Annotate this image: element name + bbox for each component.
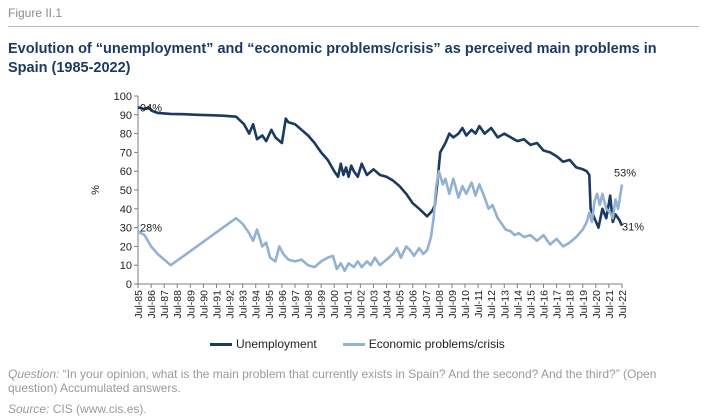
source-text: CIS (www.cis.es). [49, 402, 147, 416]
y-tick-label: 100 [114, 91, 132, 103]
series-line-unemployment [137, 106, 624, 229]
data-label: 28% [140, 222, 162, 234]
x-tick-label: Jul-15 [525, 290, 537, 319]
x-tick-label: Jul-18 [565, 290, 577, 319]
legend-label-unemployment: Unemployment [236, 337, 317, 351]
x-tick-label: Jul-99 [316, 290, 328, 319]
x-tick-label: Jul-92 [225, 290, 237, 319]
legend-label-economic: Economic problems/crisis [368, 337, 505, 351]
x-tick-label: Jul-21 [604, 290, 616, 319]
data-label: 31% [622, 222, 644, 234]
x-tick-label: Jul-07 [421, 290, 433, 319]
x-tick-label: Jul-97 [290, 290, 302, 319]
x-tick-label: Jul-86 [146, 290, 158, 319]
x-tick-label: Jul-17 [552, 290, 564, 319]
y-tick-label: 50 [120, 185, 132, 197]
x-tick-label: Jul-85 [133, 290, 145, 319]
y-tick-label: 70 [120, 147, 132, 159]
header-divider [8, 26, 699, 27]
figure-label: Figure II.1 [8, 6, 63, 20]
y-tick-label: 0 [126, 279, 132, 291]
x-tick-label: Jul-11 [473, 290, 485, 318]
chart-title: Evolution of “unemployment” and “economi… [8, 41, 657, 76]
y-tick-label: 10 [120, 260, 132, 272]
question-label: Question: [8, 367, 60, 381]
data-label: 53% [614, 167, 636, 179]
x-tick-label: Jul-98 [303, 290, 315, 319]
x-tick-label: Jul-01 [342, 290, 354, 319]
x-tick-label: Jul-09 [447, 290, 459, 319]
x-tick-label: Jul-04 [382, 290, 394, 319]
y-tick-label: 30 [120, 223, 132, 235]
x-tick-label: Jul-13 [499, 290, 511, 319]
legend: Unemployment Economic problems/crisis [210, 337, 531, 351]
legend-item-economic: Economic problems/crisis [342, 337, 505, 351]
x-tick-label: Jul-94 [251, 290, 263, 319]
x-tick-label: Jul-19 [578, 290, 590, 319]
series-line-economic [137, 169, 624, 273]
legend-swatch-economic [342, 342, 365, 346]
x-tick-label: Jul-87 [159, 290, 171, 319]
y-tick-label: 20 [120, 241, 132, 253]
x-tick-label: Jul-02 [355, 290, 367, 319]
x-tick-label: Jul-05 [395, 290, 407, 319]
source-label: Source: [8, 402, 50, 416]
y-tick-label: 90 [120, 110, 132, 122]
x-tick-label: Jul-93 [238, 290, 250, 319]
y-tick-label: 80 [120, 129, 132, 141]
x-tick-label: Jul-88 [172, 290, 184, 319]
x-tick-label: Jul-90 [198, 290, 210, 319]
y-tick-label: 40 [120, 204, 132, 216]
x-tick-label: Jul-10 [460, 290, 472, 319]
y-tick-label: 60 [120, 166, 132, 178]
question-text: “In your opinion, what is the main probl… [8, 367, 657, 395]
x-tick-label: Jul-14 [512, 290, 524, 319]
x-tick-label: Jul-22 [617, 290, 629, 319]
legend-swatch-unemployment [210, 342, 232, 346]
source-note: Source: CIS (www.cis.es). [8, 402, 147, 416]
x-tick-label: Jul-00 [329, 290, 341, 319]
x-tick-label: Jul-12 [486, 290, 498, 319]
y-axis-label: % [90, 185, 102, 195]
x-tick-label: Jul-89 [185, 290, 197, 319]
x-tick-label: Jul-06 [408, 290, 420, 319]
x-tick-label: Jul-95 [264, 290, 276, 319]
x-tick-label: Jul-08 [434, 290, 446, 319]
x-tick-label: Jul-96 [277, 290, 289, 319]
x-tick-label: Jul-20 [591, 290, 603, 319]
x-tick-label: Jul-03 [368, 290, 380, 319]
data-label: 94% [140, 102, 162, 114]
x-tick-label: Jul-91 [211, 290, 223, 319]
legend-item-unemployment: Unemployment [210, 337, 317, 351]
question-note: Question: “In your opinion, what is the … [8, 367, 707, 395]
x-tick-label: Jul-16 [539, 290, 551, 319]
